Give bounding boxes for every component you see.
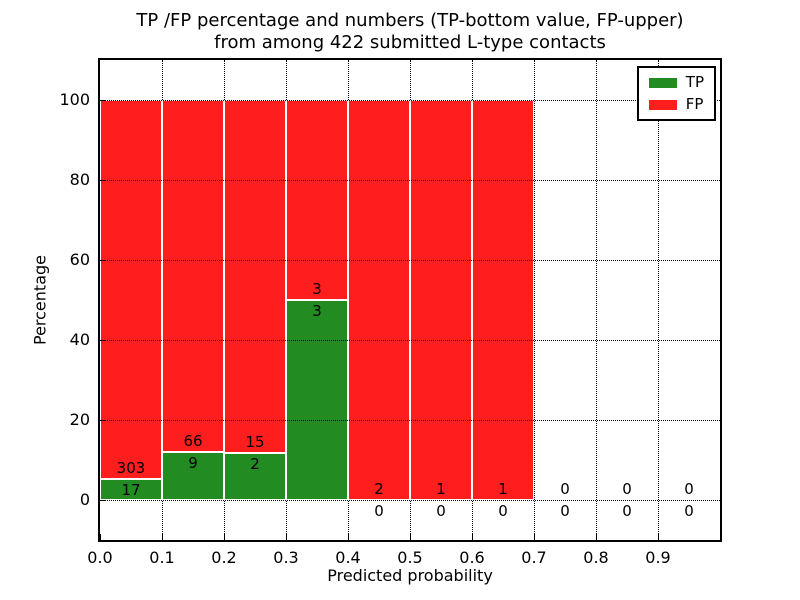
x-tick-mark	[223, 534, 225, 540]
tp-count-label: 0	[374, 502, 384, 520]
x-tick-label: 0.9	[645, 548, 671, 567]
bar-segment-fp	[162, 100, 224, 452]
tp-count-label: 2	[250, 454, 260, 473]
x-tick-label: 0.1	[149, 548, 175, 567]
fp-count-label: 1	[436, 480, 446, 498]
chart-title-line-1: TP /FP percentage and numbers (TP-bottom…	[136, 10, 684, 31]
y-tick-mark	[100, 259, 106, 261]
y-gridline	[100, 99, 720, 101]
y-tick-label: 80	[69, 170, 90, 189]
y-gridline	[100, 339, 720, 341]
legend-label-fp: FP	[685, 95, 704, 113]
bar-segment-fp	[224, 100, 286, 453]
x-tick-mark	[595, 534, 597, 540]
bar-segment-tp	[162, 452, 224, 500]
x-tick-mark	[471, 534, 473, 540]
x-tick-mark	[161, 534, 163, 540]
tp-count-label: 0	[622, 502, 632, 520]
fp-count-label: 66	[183, 432, 203, 450]
x-tick-label: 0.2	[211, 548, 237, 567]
chart-title-line-2: from among 422 submitted L-type contacts	[214, 32, 606, 53]
bar-segment-tp	[286, 300, 348, 500]
x-tick-label: 0.4	[335, 548, 361, 567]
x-tick-mark	[533, 534, 535, 540]
x-axis-label: Predicted probability	[327, 566, 493, 585]
fp-swatch-icon	[648, 99, 677, 110]
x-gridline	[657, 60, 659, 540]
fp-count-label: 2	[374, 480, 384, 498]
y-tick-mark	[100, 499, 106, 501]
legend-entry-tp: TP	[648, 73, 704, 91]
y-tick-mark	[100, 339, 106, 341]
x-tick-mark	[657, 534, 659, 540]
y-tick-mark	[100, 99, 106, 101]
x-tick-label: 0.6	[459, 548, 485, 567]
fp-count-label: 0	[560, 480, 570, 498]
fp-count-label: 3	[312, 280, 322, 298]
y-tick-label: 0	[79, 490, 90, 509]
x-tick-label: 0.7	[521, 548, 547, 567]
x-tick-label: 0.3	[273, 548, 299, 567]
tp-count-label: 9	[188, 454, 198, 472]
bar-segment-tp	[224, 452, 286, 500]
fp-count-label: 303	[116, 458, 146, 477]
y-gridline	[100, 259, 720, 261]
chart-title: TP /FP percentage and numbers (TP-bottom…	[100, 10, 720, 54]
tp-count-label: 0	[560, 502, 570, 520]
x-gridline	[533, 60, 535, 540]
tp-swatch-icon	[648, 77, 677, 88]
x-gridline	[595, 60, 597, 540]
tp-count-label: 0	[436, 502, 446, 520]
bar-segment-fp	[286, 100, 348, 300]
fp-count-label: 0	[684, 480, 694, 498]
bar-segment-fp	[410, 100, 472, 500]
y-tick-mark	[100, 419, 106, 421]
x-tick-mark	[99, 534, 101, 540]
tp-count-label: 17	[121, 480, 141, 499]
bar-segment-fp	[472, 100, 534, 500]
bar-segment-fp	[348, 100, 410, 500]
legend: TP FP	[636, 66, 716, 121]
tp-count-label: 3	[312, 302, 322, 320]
y-tick-label: 60	[69, 250, 90, 269]
y-gridline	[100, 499, 720, 501]
y-tick-label: 100	[59, 90, 90, 109]
fp-count-label: 15	[245, 432, 265, 451]
legend-entry-fp: FP	[648, 95, 704, 113]
tp-count-label: 0	[684, 502, 694, 520]
bar-segment-fp	[100, 100, 162, 479]
x-tick-mark	[347, 534, 349, 540]
x-tick-label: 0.0	[87, 548, 113, 567]
x-tick-label: 0.8	[583, 548, 609, 567]
x-tick-mark	[285, 534, 287, 540]
legend-label-tp: TP	[685, 73, 704, 91]
x-tick-mark	[409, 534, 411, 540]
plot-area: TP FP 303 17 66 9 15 2 3 3 2 0 1 0 1 0 0 0 0 0 0 0	[98, 58, 722, 542]
y-tick-label: 20	[69, 410, 90, 429]
fp-count-label: 1	[498, 480, 508, 498]
y-gridline	[100, 419, 720, 421]
tp-count-label: 0	[498, 502, 508, 520]
fp-count-label: 0	[622, 480, 632, 498]
y-tick-mark	[100, 179, 106, 181]
y-tick-label: 40	[69, 330, 90, 349]
y-gridline	[100, 179, 720, 181]
x-tick-label: 0.5	[397, 548, 423, 567]
bar-segment-tp	[100, 478, 162, 500]
